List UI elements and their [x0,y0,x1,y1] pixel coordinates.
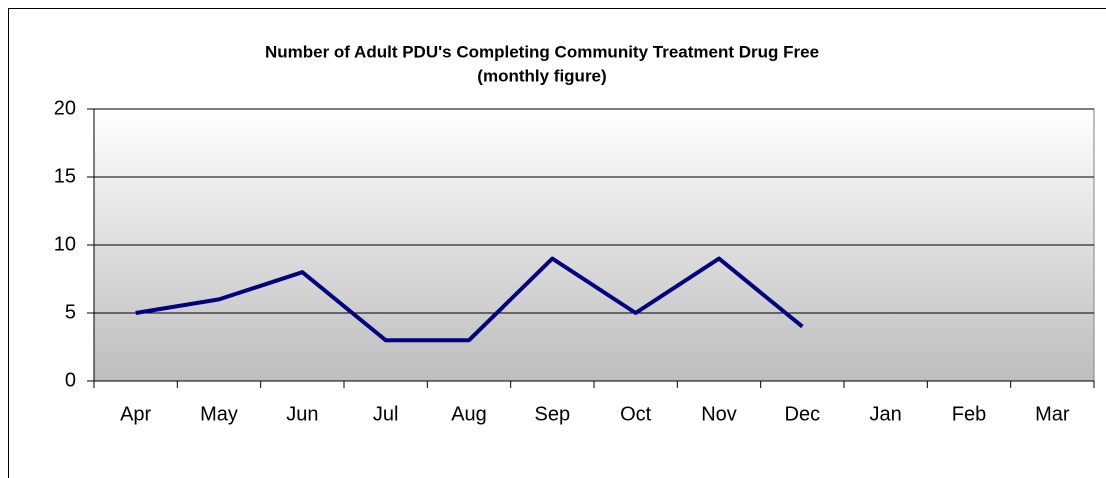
x-tick-label: Oct [620,403,652,425]
y-tick-label: 5 [65,301,76,323]
x-tick-label: Apr [120,403,151,425]
y-tick-label: 10 [54,233,76,255]
y-tick-label: 15 [54,165,76,187]
y-tick-label: 0 [65,369,76,391]
x-tick-label: Jan [870,403,902,425]
x-tick-label: Sep [535,403,571,425]
chart-title: Number of Adult PDU's Completing Communi… [265,42,819,61]
x-tick-label: May [200,403,238,425]
x-tick-label: Jun [286,403,318,425]
x-tick-label: Nov [701,403,737,425]
x-tick-label: Feb [952,403,986,425]
data-line [135,256,804,343]
x-tick-label: Jul [373,403,399,425]
x-tick-label: Mar [1035,403,1070,425]
x-tick-label: Aug [451,403,487,425]
y-tick-label: 20 [54,97,76,119]
chart-frame [8,8,1106,478]
x-tick-label: Dec [785,403,821,425]
chart-subtitle: (monthly figure) [477,66,606,85]
